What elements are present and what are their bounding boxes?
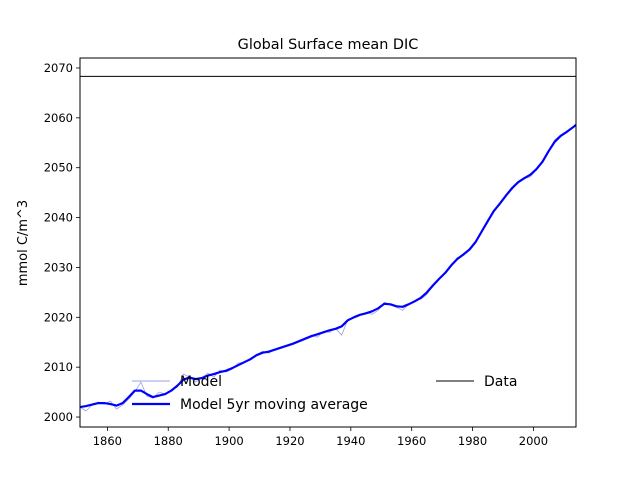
legend: Model Model 5yr moving average Data — [132, 374, 517, 413]
x-axis: 1860 1880 1900 1920 1940 1960 1980 2000 — [93, 427, 548, 448]
x-tick-label: 1980 — [458, 434, 487, 448]
x-tick-label: 1960 — [397, 434, 426, 448]
y-tick-label: 2070 — [44, 61, 73, 75]
plot-frame — [79, 57, 577, 428]
y-axis: 2000 2010 2020 2030 2040 2050 2060 2070 — [44, 61, 80, 424]
x-tick-label: 1920 — [275, 434, 304, 448]
y-tick-label: 2050 — [44, 161, 73, 175]
x-tick-label: 1940 — [336, 434, 365, 448]
y-tick-label: 2020 — [44, 310, 73, 324]
series-line-thin — [80, 124, 576, 412]
chart-title: Global Surface mean DIC — [238, 37, 419, 53]
x-tick-label: 1880 — [154, 434, 183, 448]
x-tick-label: 1860 — [93, 434, 122, 448]
y-axis-label: mmol C/m^3 — [16, 200, 31, 286]
legend-label-thin: Model — [180, 374, 222, 390]
y-tick-label: 2010 — [44, 360, 73, 374]
series-layer — [80, 75, 576, 412]
y-tick-label: 2040 — [44, 211, 73, 225]
x-tick-label: 1900 — [214, 434, 243, 448]
y-tick-label: 2030 — [44, 260, 73, 274]
y-tick-label: 2000 — [44, 410, 73, 424]
legend-label-hline: Data — [484, 374, 517, 390]
x-tick-label: 2000 — [519, 434, 548, 448]
series-line-thick — [80, 123, 576, 409]
legend-label-thick: Model 5yr moving average — [180, 397, 368, 413]
y-tick-label: 2060 — [44, 111, 73, 125]
